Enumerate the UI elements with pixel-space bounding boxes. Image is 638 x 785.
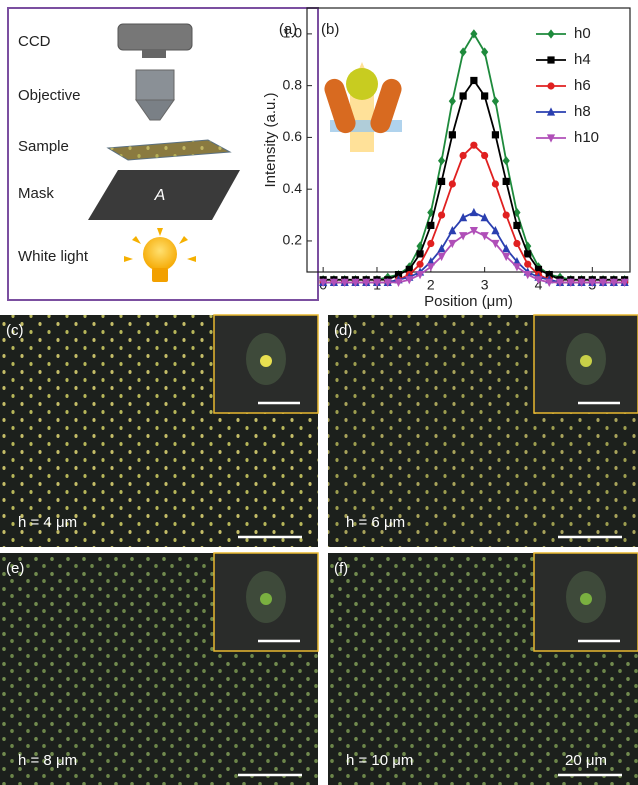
data-point [524, 250, 531, 257]
data-point [513, 222, 520, 229]
data-point [416, 261, 423, 268]
figure: (a) CCD Objective Sample Mask White ligh… [0, 0, 638, 785]
data-point [481, 232, 489, 240]
data-point [438, 178, 445, 185]
legend-marker [547, 82, 554, 89]
data-point [427, 222, 434, 229]
scale-bar-label: 20 μm [565, 752, 607, 769]
data-point [503, 211, 510, 218]
height-label: h = 10 μm [346, 752, 413, 769]
data-point [438, 211, 445, 218]
mask-text: A [154, 187, 166, 204]
legend-label: h0 [574, 25, 591, 42]
bulb [143, 237, 177, 271]
y-tick-label: 0.8 [283, 76, 303, 92]
inset-spot [260, 355, 272, 367]
x-tick-label: 2 [427, 277, 435, 293]
micrographs: (c) h = 4 μm (d) h = 6 μm (e) h = 8 μm (f) h = … [0, 315, 638, 785]
legend-marker [547, 56, 554, 63]
legend-label: h8 [574, 103, 591, 120]
inset-spot [260, 593, 272, 605]
x-axis-label: Position (μm) [424, 293, 513, 310]
ccd [118, 24, 192, 50]
objective [136, 70, 174, 100]
inset-spot [580, 593, 592, 605]
data-point [492, 180, 499, 187]
panel-label: (c) [6, 322, 24, 339]
panel-label: (d) [334, 322, 352, 339]
data-point [459, 232, 467, 240]
component-label: White light [18, 248, 89, 265]
data-point [513, 240, 520, 247]
data-point [470, 142, 477, 149]
data-point [492, 131, 499, 138]
data-point [503, 156, 510, 165]
y-tick-label: 1.0 [283, 25, 303, 41]
legend-label: h10 [574, 129, 599, 146]
legend-label: h6 [574, 77, 591, 94]
panel-label: (e) [6, 560, 24, 577]
legend-marker [547, 29, 554, 38]
component-label: Objective [18, 87, 81, 104]
data-point [416, 250, 423, 257]
y-axis-label: Intensity (a.u.) [262, 92, 279, 187]
data-point [503, 178, 510, 185]
data-point [460, 152, 467, 159]
data-point [460, 92, 467, 99]
height-label: h = 6 μm [346, 514, 405, 531]
data-point [492, 97, 499, 106]
series-line [323, 231, 624, 283]
data-point [449, 131, 456, 138]
x-tick-label: 3 [481, 277, 489, 293]
inset-diagram [322, 62, 404, 152]
y-tick-label: 0.2 [283, 232, 303, 248]
data-point [438, 156, 445, 165]
data-point [481, 152, 488, 159]
data-point [513, 263, 521, 271]
data-point [427, 240, 434, 247]
y-tick-label: 0.4 [283, 180, 303, 196]
component-label: Sample [18, 138, 69, 155]
height-label: h = 4 μm [18, 514, 77, 531]
data-point [524, 261, 531, 268]
component-label: CCD [18, 33, 51, 50]
height-label: h = 8 μm [18, 752, 77, 769]
ccd-port [142, 50, 166, 58]
data-point [470, 77, 477, 84]
data-point [449, 97, 456, 106]
data-point [427, 263, 435, 271]
y-tick-label: 0.6 [283, 128, 303, 144]
bulb-base [152, 268, 168, 282]
data-point [470, 208, 478, 216]
data-point [449, 180, 456, 187]
panel-label: (b) [321, 21, 339, 38]
legend-label: h4 [574, 51, 591, 68]
panel-label: (f) [334, 560, 348, 577]
data-point [481, 92, 488, 99]
component-label: Mask [18, 185, 54, 202]
inset-spot [580, 355, 592, 367]
